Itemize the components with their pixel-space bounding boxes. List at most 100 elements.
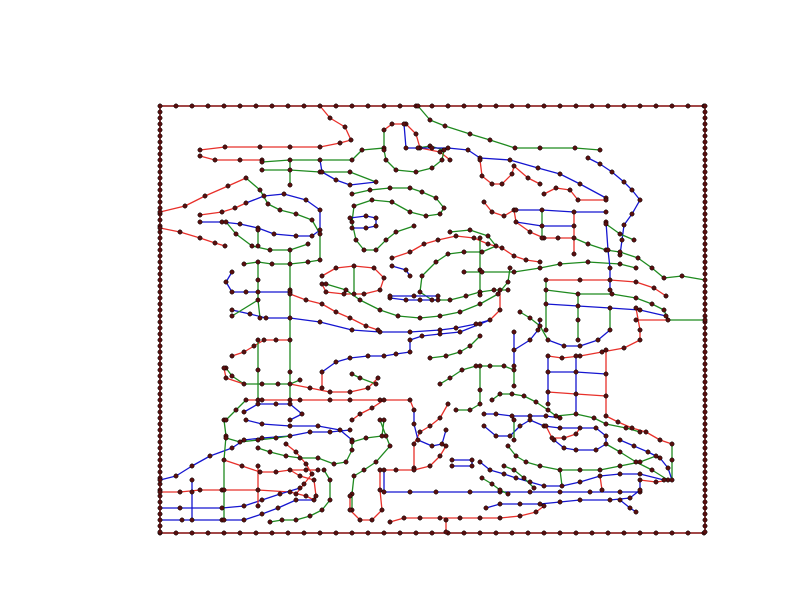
graph-node [537, 463, 543, 469]
graph-node [157, 367, 163, 373]
graph-node [599, 349, 605, 355]
graph-node [157, 433, 163, 439]
graph-node [259, 511, 265, 517]
graph-node [633, 265, 639, 271]
graph-node [541, 503, 547, 509]
graph-node [487, 137, 493, 143]
graph-node [575, 337, 581, 343]
graph-node [702, 109, 708, 115]
graph-node [243, 289, 249, 295]
graph-node [543, 327, 549, 333]
graph-node [407, 329, 413, 335]
graph-node [243, 175, 249, 181]
graph-node [315, 467, 321, 473]
graph-node [419, 273, 425, 279]
graph-node [439, 157, 445, 163]
graph-node [287, 467, 293, 473]
graph-node [267, 247, 273, 253]
graph-node [597, 473, 603, 479]
graph-node [223, 375, 229, 381]
graph-node [473, 321, 479, 327]
graph-node [311, 497, 317, 503]
edge-path [199, 139, 352, 151]
graph-node [525, 175, 531, 181]
graph-node [593, 425, 599, 431]
graph-node [293, 449, 299, 455]
graph-node [557, 415, 563, 421]
graph-node [702, 511, 708, 517]
graph-node [307, 429, 313, 435]
graph-node [657, 455, 663, 461]
edge-path [351, 419, 385, 443]
graph-node [637, 103, 643, 109]
graph-node [633, 317, 639, 323]
graph-node [702, 295, 708, 301]
graph-node [535, 165, 541, 171]
graph-node [477, 387, 483, 393]
graph-node [287, 182, 293, 188]
graph-node [225, 183, 231, 189]
graph-node [267, 449, 273, 455]
graph-node [157, 127, 163, 133]
graph-node [561, 445, 567, 451]
graph-node [442, 123, 448, 129]
graph-node [393, 229, 399, 235]
graph-node [223, 417, 229, 423]
graph-node [349, 103, 355, 109]
edge-path [543, 187, 606, 201]
graph-node [477, 157, 483, 163]
graph-node [157, 103, 163, 109]
graph-node [637, 327, 643, 333]
graph-node [491, 287, 497, 293]
edge-path [319, 105, 352, 141]
graph-node [477, 363, 483, 369]
graph-node [511, 163, 517, 169]
graph-node [303, 467, 309, 473]
graph-node [259, 397, 265, 403]
graph-node [541, 530, 547, 536]
graph-node [363, 435, 369, 441]
graph-node [573, 353, 579, 359]
graph-node [241, 409, 247, 415]
graph-node [433, 259, 439, 265]
graph-node [315, 455, 321, 461]
graph-node [447, 297, 453, 303]
graph-node [535, 327, 541, 333]
graph-node [239, 463, 245, 469]
graph-node [461, 249, 467, 255]
graph-node [637, 197, 643, 203]
graph-node [157, 277, 163, 283]
graph-node [533, 509, 539, 515]
graph-node [702, 301, 708, 307]
graph-node [157, 529, 163, 535]
graph-node [525, 103, 531, 109]
graph-node [249, 243, 255, 249]
graph-node [241, 503, 247, 509]
graph-node [287, 381, 293, 387]
graph-node [461, 269, 467, 275]
graph-node [517, 423, 523, 429]
edge-path [413, 403, 449, 468]
graph-node [373, 215, 379, 221]
graph-node [617, 249, 623, 255]
graph-node [603, 371, 609, 377]
graph-node [348, 137, 354, 143]
graph-node [411, 421, 417, 427]
graph-node [607, 277, 613, 283]
graph-node [595, 337, 601, 343]
graph-node [437, 327, 443, 333]
graph-node [617, 497, 623, 503]
graph-node [527, 337, 533, 343]
graph-node [357, 411, 363, 417]
graph-node [283, 441, 289, 447]
graph-node [243, 200, 249, 206]
graph-node [702, 439, 708, 445]
graph-node [605, 247, 611, 253]
graph-node [499, 181, 505, 187]
graph-node [157, 391, 163, 397]
graph-node [523, 459, 529, 465]
graph-node [281, 191, 287, 197]
edge-path [452, 459, 473, 467]
graph-node [237, 530, 243, 536]
